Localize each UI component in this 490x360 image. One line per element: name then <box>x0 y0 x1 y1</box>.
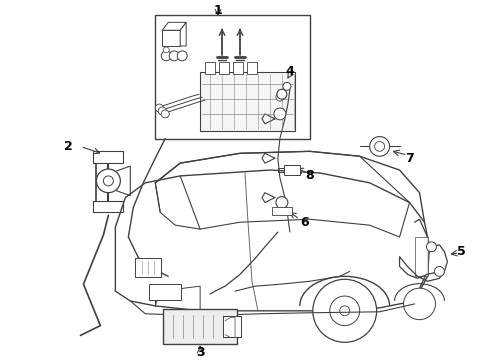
Bar <box>284 165 300 175</box>
Bar <box>205 62 215 73</box>
Polygon shape <box>180 22 186 46</box>
Circle shape <box>276 93 284 101</box>
Circle shape <box>375 141 385 151</box>
Text: 2: 2 <box>64 140 73 153</box>
FancyBboxPatch shape <box>149 284 181 300</box>
Circle shape <box>161 51 171 61</box>
Circle shape <box>163 47 169 53</box>
Circle shape <box>103 176 113 186</box>
Text: 7: 7 <box>405 152 414 165</box>
FancyBboxPatch shape <box>163 309 237 344</box>
Circle shape <box>274 108 286 120</box>
Circle shape <box>404 288 436 320</box>
Text: 4: 4 <box>286 65 294 78</box>
Text: 1: 1 <box>214 4 222 17</box>
Bar <box>155 15 310 139</box>
Circle shape <box>169 51 179 61</box>
Bar <box>415 237 428 276</box>
Circle shape <box>330 296 360 325</box>
Text: 8: 8 <box>305 170 314 183</box>
Circle shape <box>283 82 291 90</box>
Text: 6: 6 <box>300 216 309 229</box>
Bar <box>272 207 292 215</box>
Circle shape <box>369 136 390 156</box>
Circle shape <box>277 89 287 99</box>
FancyBboxPatch shape <box>135 258 161 277</box>
Text: 5: 5 <box>457 245 466 258</box>
Circle shape <box>426 242 437 252</box>
Bar <box>162 30 180 46</box>
Circle shape <box>158 107 166 115</box>
Bar <box>200 72 295 131</box>
Circle shape <box>97 169 121 193</box>
Bar <box>94 151 123 163</box>
Bar <box>223 316 241 337</box>
Circle shape <box>161 110 169 118</box>
Text: 3: 3 <box>196 346 204 359</box>
Bar <box>219 62 229 73</box>
Circle shape <box>155 104 163 112</box>
Bar <box>94 201 123 212</box>
Circle shape <box>435 266 444 276</box>
Circle shape <box>177 51 187 61</box>
Polygon shape <box>162 22 186 30</box>
Circle shape <box>276 197 288 208</box>
Bar <box>233 62 243 73</box>
Circle shape <box>313 279 377 342</box>
Bar <box>247 62 257 73</box>
Circle shape <box>340 306 350 316</box>
